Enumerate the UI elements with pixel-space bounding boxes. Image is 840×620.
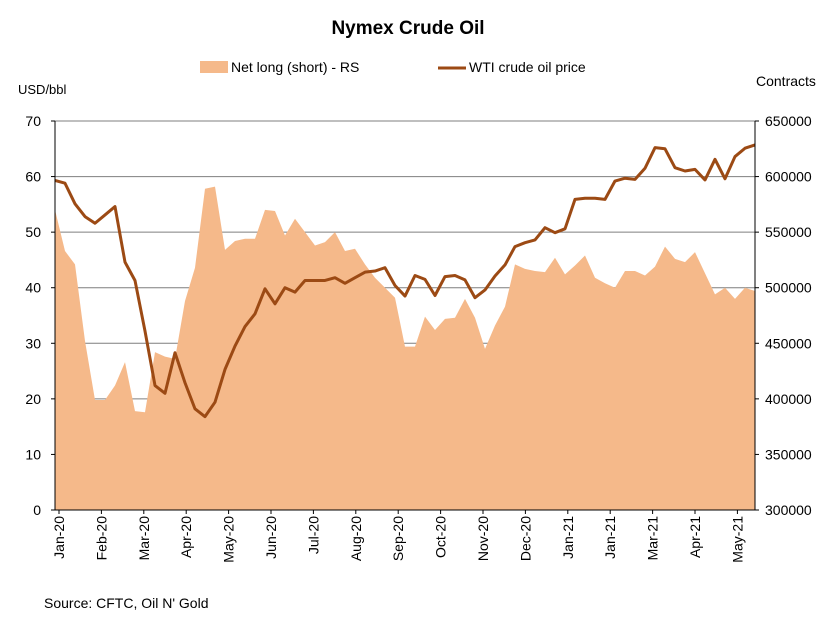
y-right-tick-label: 350000 bbox=[765, 446, 812, 462]
y-left-tick-label: 50 bbox=[25, 224, 41, 240]
y-right-tick-label: 400000 bbox=[765, 391, 812, 407]
x-tick-label: Sep-20 bbox=[390, 516, 406, 561]
x-tick-label: Aug-20 bbox=[348, 516, 364, 561]
legend-label-line: WTI crude oil price bbox=[469, 59, 586, 75]
y-left-tick-label: 10 bbox=[25, 446, 41, 462]
source-note: Source: CFTC, Oil N' Gold bbox=[44, 595, 209, 611]
legend: Net long (short) - RS WTI crude oil pric… bbox=[200, 59, 586, 75]
x-tick-label: Jul-20 bbox=[305, 516, 321, 554]
net-long-area bbox=[55, 186, 755, 510]
y-axis-left-label: USD/bbl bbox=[18, 82, 67, 97]
y-left-tick-label: 70 bbox=[25, 113, 41, 129]
x-tick-label: Jan-20 bbox=[51, 516, 67, 559]
x-tick-label: Jan-21 bbox=[560, 516, 576, 559]
x-tick-label: Mar-20 bbox=[136, 516, 152, 561]
x-tick-label: Mar-21 bbox=[645, 516, 661, 561]
y-right-tick-label: 300000 bbox=[765, 502, 812, 518]
y-right-tick-label: 500000 bbox=[765, 280, 812, 296]
legend-swatch-area bbox=[200, 61, 228, 73]
x-tick-label: Apr-20 bbox=[178, 516, 194, 558]
x-tick-label: Apr-21 bbox=[687, 516, 703, 558]
x-tick-label: Jun-20 bbox=[263, 516, 279, 559]
x-tick-label: May-20 bbox=[221, 516, 237, 563]
chart-title: Nymex Crude Oil bbox=[331, 18, 484, 39]
y-right-tick-label: 550000 bbox=[765, 224, 812, 240]
y-right-tick-label: 600000 bbox=[765, 169, 812, 185]
x-tick-label: Dec-20 bbox=[517, 516, 533, 561]
y-left-tick-label: 30 bbox=[25, 335, 41, 351]
x-tick-label: Nov-20 bbox=[475, 516, 491, 561]
x-tick-label: Oct-20 bbox=[433, 516, 449, 558]
wti-price-line bbox=[54, 143, 756, 419]
y-left-tick-label: 20 bbox=[25, 391, 41, 407]
x-tick-label: Feb-20 bbox=[93, 516, 109, 561]
legend-label-area: Net long (short) - RS bbox=[231, 59, 359, 75]
x-tick-label: Jan-21 bbox=[602, 516, 618, 559]
y-left-tick-label: 60 bbox=[25, 169, 41, 185]
y-right-tick-label: 450000 bbox=[765, 335, 812, 351]
y-right-tick-label: 650000 bbox=[765, 113, 812, 129]
y-axis-right-label: Contracts bbox=[756, 73, 816, 89]
x-tick-label: May-21 bbox=[729, 516, 745, 563]
y-left-tick-label: 40 bbox=[25, 280, 41, 296]
y-left-tick-label: 0 bbox=[33, 502, 41, 518]
